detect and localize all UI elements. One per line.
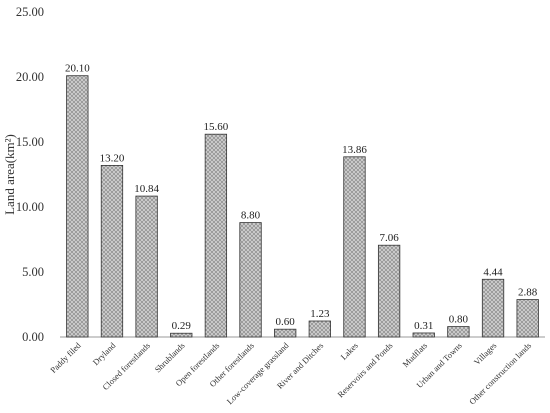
data-label: 0.31 (414, 320, 433, 332)
y-tick-label: 15.00 (16, 135, 44, 149)
y-axis-title: Land area(km²) (2, 134, 17, 215)
x-category-label: Paddy filed (48, 340, 83, 375)
bar (274, 328, 297, 338)
bar-series (66, 75, 539, 338)
x-category-label: Other construction lands (467, 340, 533, 406)
bar (412, 332, 435, 338)
y-tick-label: 25.00 (16, 5, 44, 19)
bar (239, 222, 262, 338)
x-category-label: Shrublands (153, 340, 187, 374)
data-label: 0.60 (276, 316, 296, 328)
data-label: 2.88 (518, 287, 538, 299)
data-label: 0.80 (449, 314, 469, 326)
bar (343, 156, 366, 338)
bar (377, 244, 401, 338)
y-tick-label: 5.00 (22, 265, 44, 279)
data-label: 0.29 (172, 320, 192, 332)
x-category-label: Villages (472, 340, 499, 367)
bar (308, 320, 331, 338)
x-category-label: Dryland (91, 340, 118, 367)
data-label: 4.44 (483, 266, 503, 278)
data-label: 8.80 (241, 210, 261, 222)
bar (481, 278, 505, 338)
bar (100, 164, 124, 338)
y-tick-label: 10.00 (16, 200, 44, 214)
data-label: 7.06 (379, 232, 399, 244)
y-tick-label: 0.00 (22, 330, 44, 344)
x-category-label: Mudflats (400, 340, 429, 369)
bar (135, 195, 158, 338)
bar (66, 75, 89, 338)
bar (516, 299, 539, 338)
x-category-label: Low-coverage grassland (225, 340, 292, 407)
data-label: 13.20 (100, 152, 125, 164)
data-label: 15.60 (204, 121, 229, 133)
data-label: 13.86 (342, 144, 367, 156)
y-axis-tick-labels: 0.00 5.00 10.00 15.00 20.00 25.00 (16, 5, 44, 344)
bar (447, 326, 470, 338)
data-label: 20.10 (65, 63, 90, 75)
data-label: 10.84 (134, 183, 159, 195)
bar (170, 332, 193, 338)
x-category-label: Lakes (338, 340, 359, 361)
data-labels: 20.10 13.20 10.84 0.29 15.60 8.80 0.60 1.23 13.8… (65, 63, 538, 333)
data-label: 1.23 (310, 308, 330, 320)
bar (204, 133, 228, 338)
y-tick-label: 20.00 (16, 70, 44, 84)
